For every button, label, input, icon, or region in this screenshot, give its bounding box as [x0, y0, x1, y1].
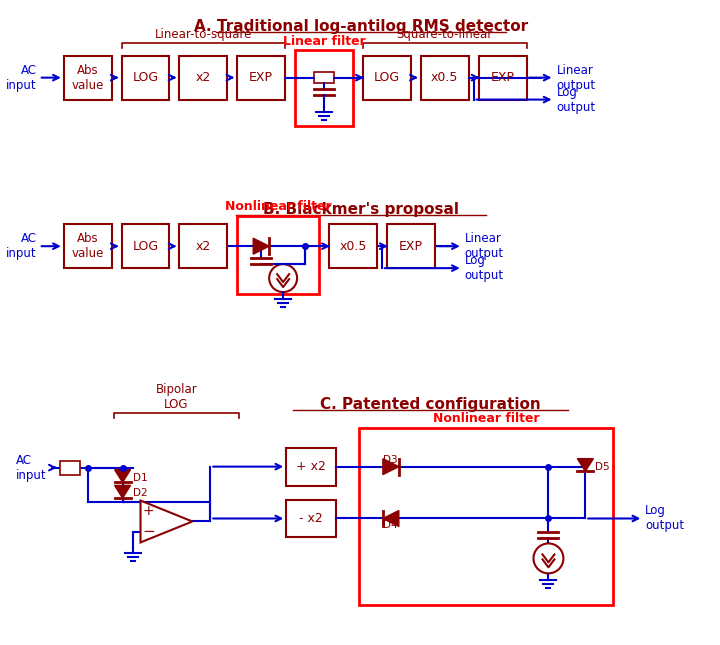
Text: Linear
output: Linear output [557, 64, 595, 92]
Bar [295, 50, 353, 126]
Text: Square-to-linear: Square-to-linear [397, 28, 493, 41]
Text: D5: D5 [595, 462, 610, 471]
Text: EXP: EXP [399, 240, 423, 253]
Text: D4: D4 [383, 521, 397, 530]
Bar [329, 224, 377, 268]
Text: LOG: LOG [132, 240, 158, 253]
Polygon shape [114, 470, 130, 482]
Bar [238, 216, 319, 294]
Bar [479, 55, 526, 99]
Text: LOG: LOG [132, 71, 158, 84]
Text: Nonlinear filter: Nonlinear filter [433, 412, 539, 425]
Polygon shape [253, 238, 269, 254]
Bar [60, 461, 80, 475]
Text: Linear
output: Linear output [464, 232, 504, 260]
Text: + x2: + x2 [296, 460, 326, 473]
Polygon shape [140, 501, 192, 542]
Text: Nonlinear filter: Nonlinear filter [225, 201, 331, 213]
Text: AC
input: AC input [6, 64, 37, 92]
Bar [238, 55, 285, 99]
Text: Log
output: Log output [464, 254, 504, 282]
Text: Log
output: Log output [557, 86, 595, 114]
Bar [286, 448, 336, 486]
Text: Log
output: Log output [645, 504, 684, 533]
Text: D2: D2 [132, 488, 147, 499]
Bar [359, 428, 613, 605]
Bar [387, 224, 435, 268]
Text: Abs
value: Abs value [71, 64, 104, 92]
Bar [63, 55, 112, 99]
Text: Abs
value: Abs value [71, 232, 104, 260]
Polygon shape [114, 486, 130, 498]
Text: D1: D1 [132, 473, 147, 482]
Text: +: + [143, 504, 154, 518]
Text: AC
input: AC input [6, 232, 37, 260]
Text: EXP: EXP [249, 71, 273, 84]
Text: −: − [142, 524, 155, 539]
Text: Linear filter: Linear filter [283, 35, 366, 48]
Bar [363, 55, 411, 99]
Bar [179, 55, 228, 99]
Text: Bipolar
LOG: Bipolar LOG [156, 382, 197, 411]
Bar [286, 499, 336, 537]
Bar [420, 55, 469, 99]
Text: - x2: - x2 [300, 512, 323, 525]
Polygon shape [383, 459, 399, 475]
Text: AC
input: AC input [16, 453, 47, 482]
Text: EXP: EXP [490, 71, 515, 84]
Bar [179, 224, 228, 268]
Text: A. Traditional log-antilog RMS detector: A. Traditional log-antilog RMS detector [194, 19, 528, 34]
Text: x0.5: x0.5 [339, 240, 366, 253]
Text: C. Patented configuration: C. Patented configuration [320, 397, 541, 412]
Polygon shape [383, 510, 399, 526]
Text: x0.5: x0.5 [431, 71, 459, 84]
Polygon shape [577, 459, 593, 471]
Circle shape [269, 264, 297, 292]
Text: Linear-to-square: Linear-to-square [155, 28, 252, 41]
Bar [122, 55, 169, 99]
Text: B. Blackmer's proposal: B. Blackmer's proposal [263, 203, 459, 217]
Bar [122, 224, 169, 268]
Circle shape [534, 544, 564, 573]
Text: x2: x2 [196, 240, 211, 253]
Bar [314, 72, 334, 83]
Bar [63, 224, 112, 268]
Text: D3: D3 [383, 455, 397, 464]
Text: LOG: LOG [374, 71, 400, 84]
Text: x2: x2 [196, 71, 211, 84]
